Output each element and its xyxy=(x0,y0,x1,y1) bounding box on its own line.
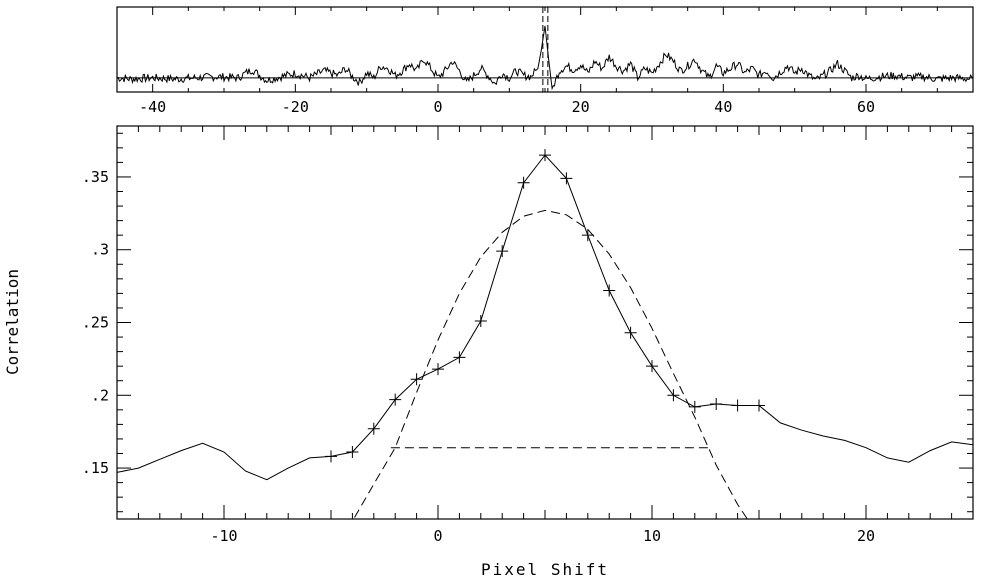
y-axis-label: Correlation xyxy=(3,269,22,375)
detail-x-tick-label: 20 xyxy=(857,527,875,545)
overview-x-tick-label: 20 xyxy=(572,98,590,116)
data-point-marker xyxy=(432,363,444,376)
data-point-marker xyxy=(539,149,551,162)
overview-x-tick-label: -20 xyxy=(282,98,309,116)
data-point-marker xyxy=(367,422,380,435)
detail-x-tick-label: 0 xyxy=(433,527,442,545)
detail-y-tick-label: .25 xyxy=(82,314,109,332)
data-point-marker xyxy=(474,315,487,328)
data-point-marker xyxy=(688,400,701,413)
detail-x-tick-label: -10 xyxy=(210,527,237,545)
detail-panel: -10 0 10 20 .15 .2 .25 .3 .35 Pixel Shift Corre… xyxy=(3,125,974,577)
data-point-marker xyxy=(389,393,402,406)
data-point-marker xyxy=(624,326,637,339)
detail-x-tick-labels: -10 0 10 20 xyxy=(210,527,875,545)
data-point-marker xyxy=(581,229,594,242)
data-point-marker xyxy=(410,373,423,386)
data-point-marker xyxy=(325,450,337,463)
detail-y-tick-label: .2 xyxy=(91,386,109,404)
detail-y-tick-label: .35 xyxy=(82,168,109,186)
overview-panel: -40 -20 0 20 40 60 xyxy=(116,6,974,116)
data-point-marker xyxy=(603,284,616,297)
overview-x-tick-label: 60 xyxy=(857,98,875,116)
data-point-marker xyxy=(496,245,509,258)
detail-y-tick-label: .15 xyxy=(82,459,109,477)
detail-frame xyxy=(116,125,974,520)
detail-y-tick-label: .3 xyxy=(91,241,109,259)
overview-x-tick-label: -40 xyxy=(139,98,166,116)
data-point-marker xyxy=(710,398,723,411)
overview-x-tick-label: 40 xyxy=(714,98,732,116)
data-point-marker xyxy=(453,351,466,364)
detail-y-tick-labels: .15 .2 .25 .3 .35 xyxy=(82,168,109,477)
overview-ticks xyxy=(116,7,974,92)
data-point-marker xyxy=(646,360,658,373)
data-point-marker xyxy=(667,389,680,402)
correlation-curve xyxy=(116,154,974,481)
overview-correlation-curve xyxy=(116,25,974,91)
gaussian-fit-curve xyxy=(354,209,749,521)
overview-x-tick-labels: -40 -20 0 20 40 60 xyxy=(139,98,875,116)
detail-ticks xyxy=(116,126,974,519)
x-axis-label: Pixel Shift xyxy=(481,560,609,577)
overview-frame xyxy=(116,6,974,93)
detail-x-tick-label: 10 xyxy=(643,527,661,545)
data-point-marker xyxy=(753,399,765,412)
data-point-marker xyxy=(731,399,744,412)
data-point-marker xyxy=(517,176,530,189)
overview-x-tick-label: 0 xyxy=(433,98,442,116)
data-point-marker xyxy=(346,446,359,459)
data-point-marker xyxy=(560,172,573,185)
detail-series xyxy=(116,149,974,521)
